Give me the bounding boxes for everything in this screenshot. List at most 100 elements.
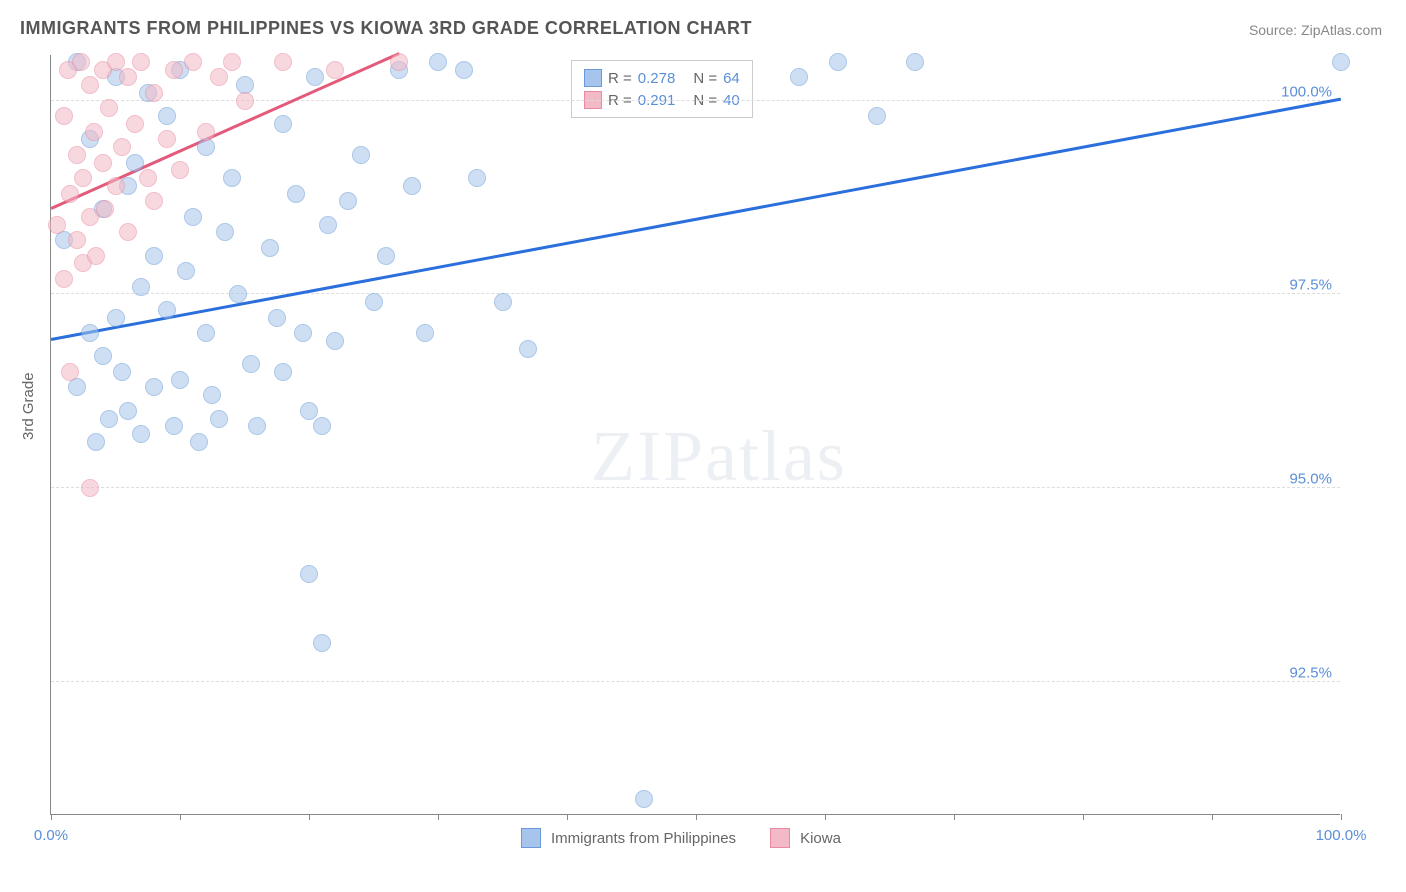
data-point (184, 53, 202, 71)
data-point (197, 123, 215, 141)
data-point (197, 324, 215, 342)
data-point (94, 347, 112, 365)
data-point (68, 146, 86, 164)
data-point (177, 262, 195, 280)
data-point (455, 61, 473, 79)
data-point (306, 68, 324, 86)
data-point (1332, 53, 1350, 71)
chart-title: IMMIGRANTS FROM PHILIPPINES VS KIOWA 3RD… (20, 18, 752, 39)
data-point (55, 107, 73, 125)
data-point (48, 216, 66, 234)
y-tick-label: 100.0% (1281, 83, 1332, 100)
data-point (210, 410, 228, 428)
chart-container: IMMIGRANTS FROM PHILIPPINES VS KIOWA 3RD… (0, 0, 1406, 892)
data-point (61, 363, 79, 381)
x-tick (1212, 814, 1213, 820)
data-point (171, 161, 189, 179)
data-point (261, 239, 279, 257)
data-point (81, 76, 99, 94)
data-point (319, 216, 337, 234)
grid-line (51, 681, 1340, 682)
data-point (132, 53, 150, 71)
data-point (113, 138, 131, 156)
x-tick-label: 100.0% (1316, 827, 1367, 844)
source-prefix: Source: (1249, 22, 1297, 38)
data-point (132, 425, 150, 443)
data-point (210, 68, 228, 86)
data-point (87, 433, 105, 451)
data-point (294, 324, 312, 342)
data-point (165, 417, 183, 435)
legend-series-label: Kiowa (800, 830, 841, 847)
data-point (635, 790, 653, 808)
x-tick (180, 814, 181, 820)
x-tick-label: 0.0% (34, 827, 68, 844)
data-point (126, 115, 144, 133)
data-point (145, 192, 163, 210)
data-point (165, 61, 183, 79)
x-tick (438, 814, 439, 820)
data-point (216, 223, 234, 241)
data-point (119, 223, 137, 241)
data-point (74, 169, 92, 187)
data-point (403, 177, 421, 195)
data-point (100, 99, 118, 117)
x-tick (51, 814, 52, 820)
watermark-part2: atlas (705, 416, 847, 496)
legend-swatch (584, 69, 602, 87)
data-point (790, 68, 808, 86)
data-point (236, 92, 254, 110)
data-point (100, 410, 118, 428)
x-tick (954, 814, 955, 820)
legend-r-value: 0.278 (638, 70, 676, 87)
data-point (274, 53, 292, 71)
data-point (468, 169, 486, 187)
data-point (139, 169, 157, 187)
source-name: ZipAtlas.com (1301, 22, 1382, 38)
trend-line (51, 98, 1341, 341)
watermark: ZIPatlas (591, 415, 847, 498)
data-point (197, 138, 215, 156)
source-attribution: Source: ZipAtlas.com (1249, 22, 1382, 38)
data-point (119, 68, 137, 86)
data-point (326, 61, 344, 79)
data-point (274, 363, 292, 381)
data-point (85, 123, 103, 141)
data-point (94, 154, 112, 172)
data-point (223, 53, 241, 71)
data-point (145, 247, 163, 265)
legend-series-label: Immigrants from Philippines (551, 830, 736, 847)
data-point (906, 53, 924, 71)
data-point (158, 107, 176, 125)
data-point (248, 417, 266, 435)
data-point (365, 293, 383, 311)
data-point (68, 378, 86, 396)
data-point (61, 185, 79, 203)
data-point (113, 363, 131, 381)
y-axis-title: 3rd Grade (20, 372, 37, 440)
data-point (377, 247, 395, 265)
data-point (242, 355, 260, 373)
data-point (326, 332, 344, 350)
data-point (119, 402, 137, 420)
data-point (339, 192, 357, 210)
data-point (390, 53, 408, 71)
data-point (868, 107, 886, 125)
data-point (55, 270, 73, 288)
y-tick-label: 95.0% (1289, 471, 1332, 488)
data-point (429, 53, 447, 71)
y-tick-label: 92.5% (1289, 665, 1332, 682)
data-point (87, 247, 105, 265)
data-point (184, 208, 202, 226)
x-tick (567, 814, 568, 820)
data-point (203, 386, 221, 404)
data-point (107, 309, 125, 327)
data-point (313, 417, 331, 435)
data-point (190, 433, 208, 451)
grid-line (51, 487, 1340, 488)
data-point (829, 53, 847, 71)
data-point (268, 309, 286, 327)
data-point (107, 53, 125, 71)
data-point (158, 130, 176, 148)
legend-swatch (770, 828, 790, 848)
